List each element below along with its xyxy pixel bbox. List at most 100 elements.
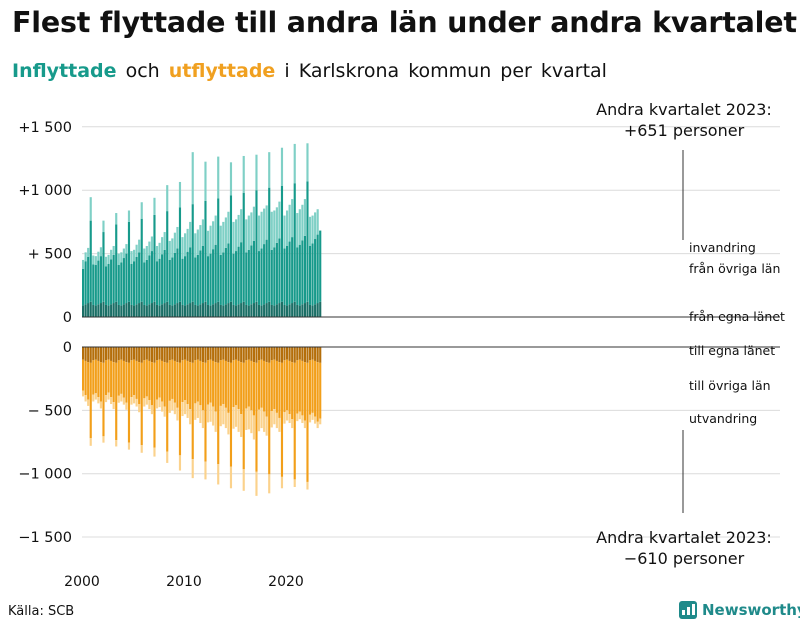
- in-bar-från-övriga-län: [158, 258, 161, 306]
- out-bar-till-övriga-län: [87, 362, 90, 400]
- in-bar-från-övriga-län: [219, 254, 222, 305]
- out-bar-till-egna-länet: [102, 347, 105, 363]
- in-bar-från-egna-länet: [257, 304, 261, 317]
- out-bar-utvandring: [184, 400, 187, 415]
- out-bar-till-egna-länet: [278, 347, 281, 363]
- out-bar-utvandring: [97, 397, 100, 404]
- out-bar-utvandring: [120, 393, 123, 402]
- out-bar-till-övriga-län: [209, 359, 212, 403]
- in-bar-invandring: [306, 143, 309, 182]
- out-bar-till-övriga-län: [133, 359, 136, 396]
- out-bar-till-övriga-län: [288, 360, 291, 415]
- in-bar-från-egna-länet: [235, 305, 238, 317]
- out-bar-till-övriga-län: [235, 359, 238, 406]
- gridlines: [82, 126, 780, 538]
- in-bar-från-övriga-län: [196, 254, 199, 306]
- out-bar-utvandring: [104, 395, 108, 403]
- in-bar-från-övriga-län: [303, 235, 306, 304]
- in-bar-invandring: [89, 197, 92, 221]
- out-bar-till-övriga-län: [112, 362, 115, 403]
- in-bar-från-övriga-län: [102, 232, 105, 302]
- out-bar-till-egna-länet: [125, 347, 128, 363]
- out-bar-till-egna-länet: [206, 347, 210, 361]
- in-bar-invandring: [293, 143, 296, 184]
- out-bar-till-egna-länet: [127, 347, 131, 363]
- in-bar-från-övriga-län: [150, 251, 153, 304]
- out-bar-till-egna-länet: [296, 347, 299, 361]
- out-bar-till-övriga-län: [130, 360, 133, 398]
- in-bar-från-övriga-län: [82, 268, 85, 306]
- in-bar-från-övriga-län: [265, 239, 268, 304]
- out-bar-till-övriga-län: [204, 362, 207, 462]
- out-bar-till-övriga-län: [250, 360, 253, 411]
- source-note: Källa: SCB: [8, 604, 75, 619]
- in-bar-från-egna-länet: [268, 301, 271, 317]
- out-bar-till-egna-länet: [270, 347, 273, 361]
- in-bar-från-övriga-län: [229, 195, 233, 302]
- in-bar-från-övriga-län: [319, 230, 322, 302]
- in-bar-invandring: [217, 156, 220, 199]
- in-bar-från-egna-länet: [298, 305, 301, 317]
- in-bar-från-övriga-län: [143, 262, 146, 305]
- in-bar-invandring: [255, 154, 258, 191]
- out-bar-till-egna-länet: [150, 347, 153, 363]
- y-tick-label: −1 000: [18, 467, 72, 483]
- in-bar-från-övriga-län: [97, 260, 100, 305]
- in-bar-från-egna-länet: [148, 304, 151, 317]
- in-bar-invandring: [176, 226, 179, 249]
- in-bar-från-övriga-län: [87, 256, 90, 304]
- in-bar-invandring: [115, 213, 118, 225]
- in-bar-från-egna-länet: [214, 303, 217, 317]
- out-bar-till-övriga-län: [178, 362, 182, 456]
- in-bar-invandring: [184, 233, 187, 257]
- in-bar-invandring: [173, 232, 176, 253]
- in-bar-från-egna-länet: [291, 303, 294, 317]
- out-bar-till-övriga-län: [314, 360, 317, 417]
- in-bar-invandring: [178, 181, 182, 208]
- in-bar-från-egna-länet: [275, 304, 278, 317]
- in-bar-invandring: [87, 247, 90, 257]
- out-bar-till-egna-länet: [227, 347, 230, 363]
- in-bar-från-övriga-län: [199, 250, 202, 305]
- in-bar-från-övriga-län: [240, 242, 243, 304]
- in-bar-från-övriga-län: [184, 256, 187, 306]
- in-bar-från-egna-länet: [99, 303, 102, 317]
- out-bar-till-övriga-län: [303, 362, 306, 421]
- out-bar-till-övriga-län: [104, 360, 108, 396]
- in-bar-från-egna-länet: [273, 305, 276, 317]
- in-bar-från-egna-länet: [237, 304, 240, 317]
- out-bar-till-egna-länet: [155, 347, 159, 361]
- in-bar-från-egna-länet: [140, 301, 143, 317]
- out-bar-till-egna-länet: [252, 347, 255, 363]
- in-bar-från-övriga-län: [273, 247, 276, 306]
- out-bar-till-egna-länet: [245, 347, 248, 361]
- out-bar-till-övriga-län: [176, 362, 179, 408]
- in-bar-invandring: [189, 221, 192, 248]
- out-bar-till-övriga-län: [171, 359, 174, 399]
- out-bar-till-egna-länet: [219, 347, 222, 361]
- subtitle-och: och: [125, 60, 160, 82]
- out-bar-till-övriga-län: [84, 360, 87, 396]
- out-bar-utvandring: [138, 404, 141, 413]
- out-bar-till-övriga-län: [222, 359, 225, 405]
- out-bar-utvandring: [181, 402, 184, 417]
- out-bar-till-egna-länet: [178, 347, 182, 363]
- chart-subtitle: Inflyttade och utflyttade i Karlskrona k…: [12, 60, 607, 82]
- out-bar-utvandring: [87, 399, 90, 406]
- out-bar-till-övriga-län: [214, 362, 217, 412]
- in-bar-invandring: [94, 256, 97, 266]
- out-bar-utvandring: [107, 392, 110, 400]
- out-bar-till-egna-länet: [196, 347, 199, 360]
- in-bar-från-övriga-län: [308, 245, 312, 305]
- out-bar-till-övriga-län: [311, 359, 314, 413]
- out-bar-till-övriga-län: [291, 362, 294, 420]
- out-bar-till-egna-länet: [173, 347, 176, 361]
- annotations: invandring från övriga län från egna länet…: [596, 100, 785, 568]
- out-bar-utvandring: [102, 436, 105, 443]
- out-bar-till-egna-länet: [319, 347, 322, 363]
- out-bar-till-övriga-län: [298, 359, 301, 412]
- out-bar-till-egna-länet: [92, 347, 95, 361]
- x-tick-label: 2010: [166, 574, 202, 590]
- axes: +1 500 +1 000 + 500 0 0 − 500 −1 000 −1 500 2000…: [18, 120, 780, 590]
- in-bar-från-egna-länet: [224, 304, 227, 317]
